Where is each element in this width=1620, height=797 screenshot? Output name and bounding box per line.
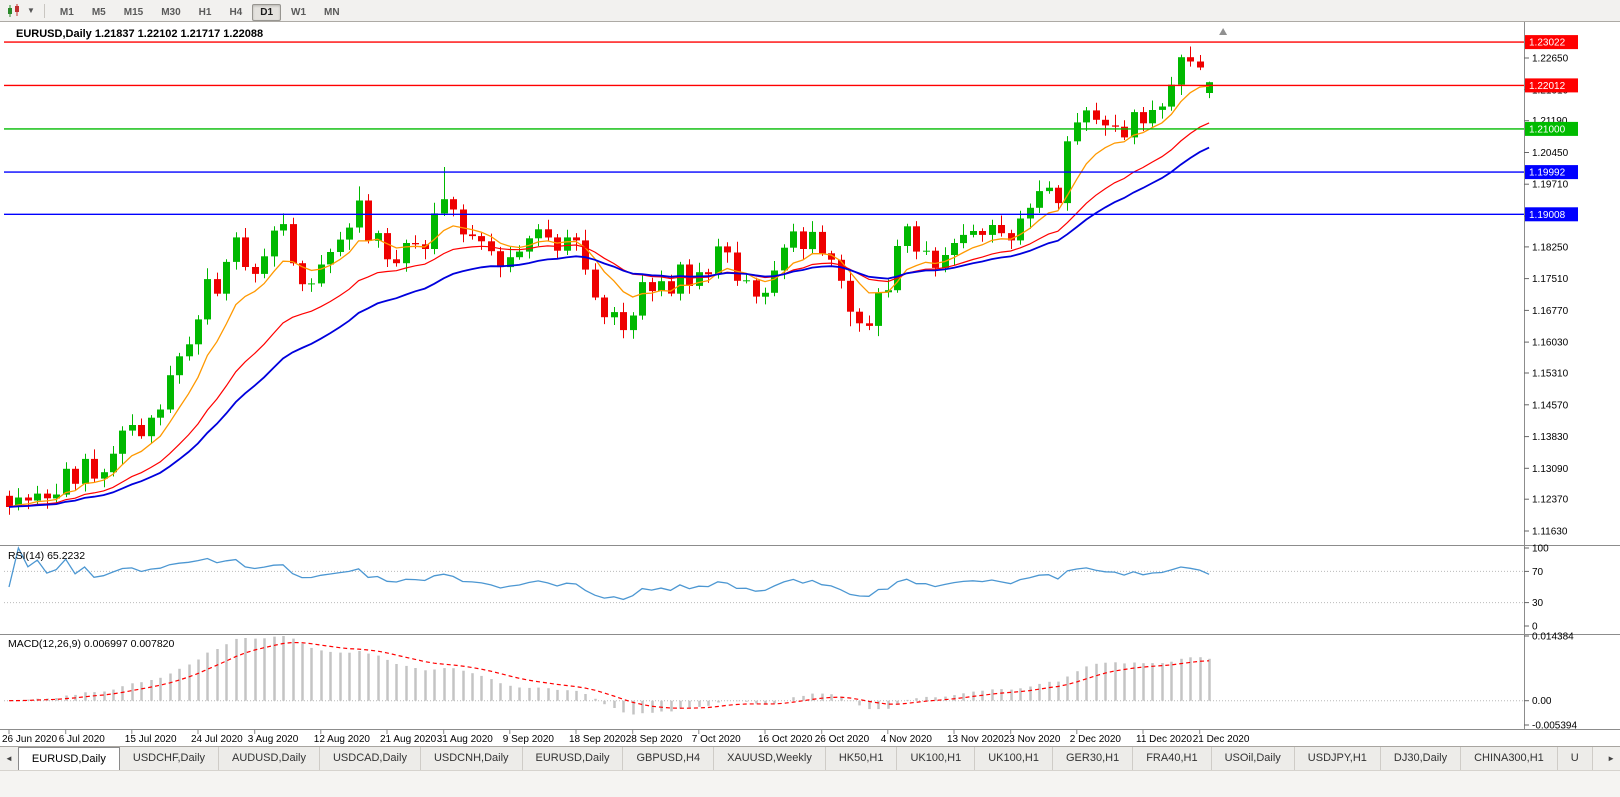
svg-text:30: 30 — [1532, 598, 1544, 609]
svg-text:2 Dec 2020: 2 Dec 2020 — [1070, 734, 1122, 745]
svg-text:21 Dec 2020: 21 Dec 2020 — [1193, 734, 1250, 745]
timeframe-button-w1[interactable]: W1 — [291, 6, 307, 18]
svg-text:21 Aug 2020: 21 Aug 2020 — [380, 734, 437, 745]
svg-text:24 Jul 2020: 24 Jul 2020 — [191, 734, 243, 745]
chart-tab-usoil-daily[interactable]: USOil,Daily — [1211, 747, 1295, 770]
price-chart-canvas[interactable]: 1.226501.219101.211901.204501.197101.189… — [0, 22, 1620, 751]
svg-text:1.20450: 1.20450 — [1532, 148, 1569, 159]
timeframe-button-mn[interactable]: MN — [324, 6, 340, 18]
svg-text:0: 0 — [1532, 622, 1538, 633]
chart-tab-usdchf-daily[interactable]: USDCHF,Daily — [119, 747, 220, 770]
svg-text:0.014384: 0.014384 — [1532, 632, 1574, 643]
timeframe-button-h1[interactable]: H1 — [198, 6, 212, 18]
chart-tab-usdcnh-daily[interactable]: USDCNH,Daily — [420, 747, 523, 770]
timeframe-button-m1[interactable]: M1 — [59, 6, 74, 18]
svg-text:1.19992: 1.19992 — [1529, 168, 1566, 179]
bottom-strip — [0, 770, 1620, 797]
svg-text:23 Nov 2020: 23 Nov 2020 — [1004, 734, 1061, 745]
svg-text:28 Sep 2020: 28 Sep 2020 — [626, 734, 683, 745]
svg-text:1.22650: 1.22650 — [1532, 54, 1569, 65]
svg-text:1.16030: 1.16030 — [1532, 338, 1569, 349]
timeframe-button-m30[interactable]: M30 — [161, 6, 181, 18]
svg-text:1.19008: 1.19008 — [1529, 210, 1566, 221]
svg-text:3 Aug 2020: 3 Aug 2020 — [248, 734, 299, 745]
svg-text:9 Sep 2020: 9 Sep 2020 — [503, 734, 555, 745]
chart-tab-eurusd-daily[interactable]: EURUSD,Daily — [17, 747, 120, 770]
chart-tab-ger30-h1[interactable]: GER30,H1 — [1053, 747, 1134, 770]
tab-scroll-left-icon[interactable]: ◄ — [5, 754, 13, 763]
svg-text:1.11630: 1.11630 — [1532, 527, 1568, 538]
chart-tab-hk50-h1[interactable]: HK50,H1 — [825, 747, 898, 770]
svg-text:1.21190: 1.21190 — [1532, 116, 1568, 127]
timeframe-toolbar: ▼ M1 M5 M15 M30 H1 H4 D1 W1 MN — [0, 0, 1620, 22]
svg-text:26 Oct 2020: 26 Oct 2020 — [815, 734, 870, 745]
tab-scroll-right-icon[interactable]: ► — [1607, 754, 1615, 763]
chart-region[interactable]: 1.226501.219101.211901.204501.197101.189… — [0, 22, 1620, 746]
svg-text:70: 70 — [1532, 567, 1544, 578]
timeframe-button-group: M1 M5 M15 M30 H1 H4 D1 W1 MN — [51, 2, 349, 21]
svg-text:26 Jun 2020: 26 Jun 2020 — [2, 734, 57, 745]
chart-tab-fra40-h1[interactable]: FRA40,H1 — [1133, 747, 1212, 770]
chart-tab-uk100-h1[interactable]: UK100,H1 — [975, 747, 1053, 770]
svg-text:1.22012: 1.22012 — [1529, 81, 1566, 92]
chart-tab-eurusd-daily[interactable]: EURUSD,Daily — [522, 747, 624, 770]
chart-svg[interactable]: 1.226501.219101.211901.204501.197101.189… — [0, 22, 1620, 746]
svg-text:0.00: 0.00 — [1532, 696, 1552, 707]
chart-tab-gbpusd-h4[interactable]: GBPUSD,H4 — [623, 747, 715, 770]
svg-text:11 Dec 2020: 11 Dec 2020 — [1136, 734, 1192, 745]
svg-text:1.12370: 1.12370 — [1532, 495, 1569, 506]
svg-text:-0.005394: -0.005394 — [1532, 721, 1577, 732]
timeframe-button-d1[interactable]: D1 — [252, 3, 282, 21]
chart-tab-uk100-h1[interactable]: UK100,H1 — [897, 747, 976, 770]
chart-tab-audusd-daily[interactable]: AUDUSD,Daily — [219, 747, 320, 770]
svg-text:18 Sep 2020: 18 Sep 2020 — [569, 734, 626, 745]
timeframe-button-m15[interactable]: M15 — [123, 6, 144, 18]
svg-text:1.23022: 1.23022 — [1529, 38, 1566, 49]
svg-text:7 Oct 2020: 7 Oct 2020 — [692, 734, 741, 745]
svg-text:6 Jul 2020: 6 Jul 2020 — [59, 734, 106, 745]
svg-text:1.13090: 1.13090 — [1532, 464, 1569, 475]
chart-tab-china300-h1[interactable]: CHINA300,H1 — [1461, 747, 1558, 770]
chart-tab-xauusd-weekly[interactable]: XAUUSD,Weekly — [714, 747, 826, 770]
svg-text:1.15310: 1.15310 — [1532, 369, 1569, 380]
chart-tab-u[interactable]: U — [1557, 747, 1593, 770]
chart-tab-usdcad-daily[interactable]: USDCAD,Daily — [319, 747, 421, 770]
chart-type-dropdown-caret-icon[interactable]: ▼ — [27, 6, 35, 15]
timeframe-button-m5[interactable]: M5 — [91, 6, 106, 18]
chart-tab-bar: ◄ EURUSD,Daily USDCHF,Daily AUDUSD,Daily US… — [0, 746, 1620, 770]
toolbar-separator — [43, 3, 45, 18]
svg-text:1.18250: 1.18250 — [1532, 242, 1569, 253]
chart-tab-usdjpy-h1[interactable]: USDJPY,H1 — [1294, 747, 1381, 770]
chart-tabs: EURUSD,Daily USDCHF,Daily AUDUSD,Daily USDC… — [17, 747, 1602, 770]
svg-text:1.17510: 1.17510 — [1532, 274, 1569, 285]
svg-text:1.14570: 1.14570 — [1532, 400, 1569, 411]
svg-text:15 Jul 2020: 15 Jul 2020 — [125, 734, 177, 745]
svg-text:1.16770: 1.16770 — [1532, 306, 1569, 317]
svg-text:1.21000: 1.21000 — [1529, 124, 1566, 135]
svg-text:100: 100 — [1532, 544, 1549, 555]
svg-text:12 Aug 2020: 12 Aug 2020 — [314, 734, 371, 745]
svg-text:13 Nov 2020: 13 Nov 2020 — [947, 734, 1004, 745]
candlestick-chart-icon[interactable] — [6, 3, 22, 18]
svg-text:16 Oct 2020: 16 Oct 2020 — [758, 734, 813, 745]
timeframe-button-h4[interactable]: H4 — [229, 6, 243, 18]
svg-text:1.13830: 1.13830 — [1532, 432, 1569, 443]
svg-text:4 Nov 2020: 4 Nov 2020 — [881, 734, 933, 745]
svg-text:31 Aug 2020: 31 Aug 2020 — [437, 734, 494, 745]
svg-text:1.19710: 1.19710 — [1532, 180, 1569, 191]
chart-tab-dj30-daily[interactable]: DJ30,Daily — [1380, 747, 1462, 770]
